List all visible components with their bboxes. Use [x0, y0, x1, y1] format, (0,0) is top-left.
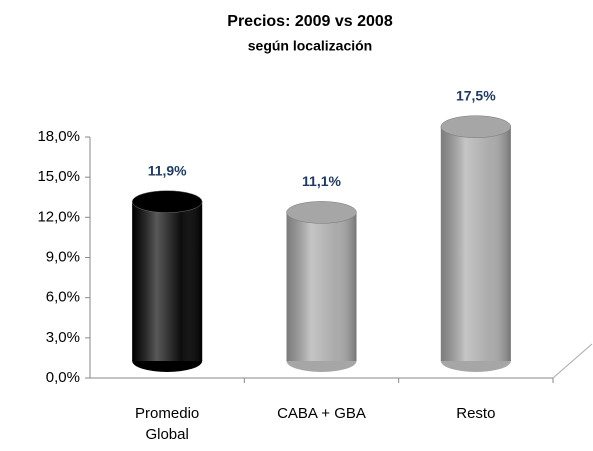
- x-tick-label: Promedio Global: [135, 405, 200, 443]
- bar-top: [440, 115, 512, 138]
- chart-subtitle: según localización: [248, 38, 372, 54]
- y-tick-label: 6,0%: [46, 289, 80, 306]
- bar-shade: [132, 201, 203, 361]
- x-tick-label: CABA + GBA: [277, 405, 366, 422]
- value-label: 11,9%: [148, 162, 187, 178]
- x-tick-label: Resto: [456, 405, 496, 422]
- value-label: 11,1%: [302, 173, 341, 189]
- y-tick-label: 0,0%: [46, 369, 80, 386]
- bar-shade: [286, 212, 357, 361]
- bar-top: [131, 190, 203, 213]
- bar-top: [286, 201, 357, 224]
- value-label: 17,5%: [456, 87, 496, 103]
- chart-title: Precios: 2009 vs 2008: [227, 13, 393, 30]
- y-tick-label: 3,0%: [46, 329, 80, 346]
- y-tick-label: 18,0%: [37, 128, 80, 145]
- floor-edge: [552, 343, 593, 379]
- bar-shade: [440, 126, 511, 361]
- y-tick-label: 9,0%: [46, 248, 80, 265]
- y-tick-label: 15,0%: [37, 168, 80, 185]
- y-tick-label: 12,0%: [37, 208, 80, 225]
